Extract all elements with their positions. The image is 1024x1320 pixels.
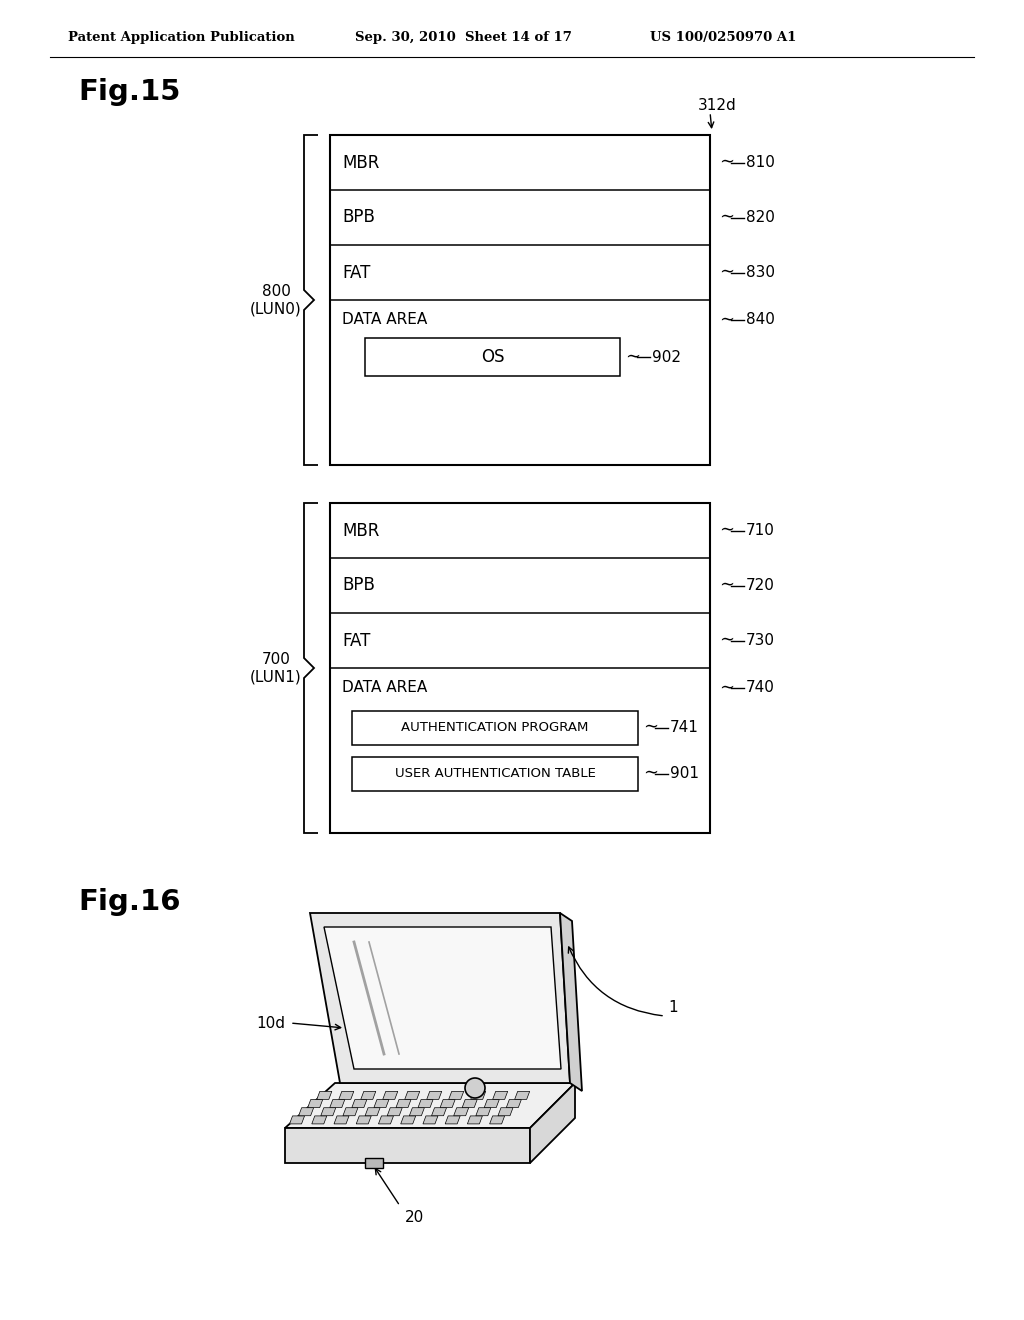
Text: MBR: MBR [342,153,379,172]
Polygon shape [356,1115,372,1123]
Text: 720: 720 [746,578,775,593]
Text: 10d: 10d [256,1015,285,1031]
Polygon shape [379,1115,393,1123]
Bar [352,756,638,791]
Polygon shape [498,1107,513,1115]
Text: OS: OS [480,348,504,366]
Polygon shape [290,1115,304,1123]
Polygon shape [476,1107,490,1115]
Polygon shape [489,1115,505,1123]
Text: 730: 730 [746,634,775,648]
Polygon shape [285,1129,530,1163]
Text: Patent Application Publication: Patent Application Publication [68,30,295,44]
Bar [330,503,710,833]
Text: Fig.16: Fig.16 [78,888,180,916]
Text: ∼: ∼ [719,678,734,696]
Polygon shape [515,1092,529,1100]
Polygon shape [396,1100,411,1107]
Text: 800: 800 [261,284,291,298]
Text: MBR: MBR [342,521,379,540]
Text: ∼: ∼ [719,263,734,281]
Polygon shape [427,1092,441,1100]
Text: FAT: FAT [342,631,371,649]
Polygon shape [339,1092,354,1100]
Polygon shape [431,1107,446,1115]
Text: 700: 700 [261,652,291,667]
Polygon shape [404,1092,420,1100]
Text: ∼: ∼ [643,763,658,781]
Bar [365,1158,383,1168]
Bar [365,338,620,376]
Polygon shape [299,1107,313,1115]
Polygon shape [560,913,582,1092]
Text: 902: 902 [652,350,681,364]
Polygon shape [324,927,561,1069]
Polygon shape [334,1115,349,1123]
Polygon shape [467,1115,482,1123]
Text: 710: 710 [746,523,775,539]
Bar [352,710,638,744]
Text: BPB: BPB [342,577,375,594]
Polygon shape [321,1107,336,1115]
Text: 901: 901 [670,766,699,781]
Circle shape [465,1078,485,1098]
Text: ∼: ∼ [719,631,734,648]
Text: 740: 740 [746,681,775,696]
Text: US 100/0250970 A1: US 100/0250970 A1 [650,30,797,44]
Text: ∼: ∼ [719,207,734,226]
Polygon shape [366,1107,380,1115]
Polygon shape [530,1082,575,1163]
Text: 830: 830 [746,265,775,280]
Polygon shape [330,1100,345,1107]
Polygon shape [387,1107,402,1115]
Polygon shape [484,1100,500,1107]
Text: 820: 820 [746,210,775,224]
Polygon shape [449,1092,464,1100]
Polygon shape [343,1107,358,1115]
Polygon shape [423,1115,438,1123]
Text: ∼: ∼ [719,310,734,327]
Polygon shape [400,1115,416,1123]
Polygon shape [418,1100,433,1107]
Polygon shape [462,1100,477,1107]
Polygon shape [308,1100,323,1107]
Polygon shape [316,1092,332,1100]
Polygon shape [383,1092,397,1100]
Text: AUTHENTICATION PROGRAM: AUTHENTICATION PROGRAM [401,721,589,734]
Text: ∼: ∼ [719,576,734,594]
Text: 810: 810 [746,154,775,170]
Text: ∼: ∼ [625,347,640,366]
Text: Fig.15: Fig.15 [78,78,180,106]
Polygon shape [471,1092,485,1100]
Polygon shape [360,1092,376,1100]
Text: 741: 741 [670,719,698,735]
Text: DATA AREA: DATA AREA [342,312,427,327]
Text: 1: 1 [668,1001,678,1015]
Text: FAT: FAT [342,264,371,281]
Text: ∼: ∼ [719,153,734,170]
Bar [330,135,710,465]
Polygon shape [493,1092,508,1100]
Polygon shape [310,913,570,1082]
Text: DATA AREA: DATA AREA [342,680,427,696]
Polygon shape [445,1115,460,1123]
Text: ∼: ∼ [643,718,658,735]
Polygon shape [440,1100,455,1107]
Polygon shape [311,1115,327,1123]
Text: (LUN1): (LUN1) [250,669,302,685]
Polygon shape [285,1082,575,1129]
Text: BPB: BPB [342,209,375,227]
Text: 312d: 312d [698,98,736,112]
Polygon shape [410,1107,424,1115]
Polygon shape [374,1100,389,1107]
Text: USER AUTHENTICATION TABLE: USER AUTHENTICATION TABLE [394,767,595,780]
Polygon shape [454,1107,469,1115]
Text: 840: 840 [746,313,775,327]
Text: ∼: ∼ [719,520,734,539]
Polygon shape [506,1100,521,1107]
Polygon shape [352,1100,367,1107]
Text: Sep. 30, 2010  Sheet 14 of 17: Sep. 30, 2010 Sheet 14 of 17 [355,30,571,44]
Text: 20: 20 [406,1210,424,1225]
Text: (LUN0): (LUN0) [250,301,302,317]
